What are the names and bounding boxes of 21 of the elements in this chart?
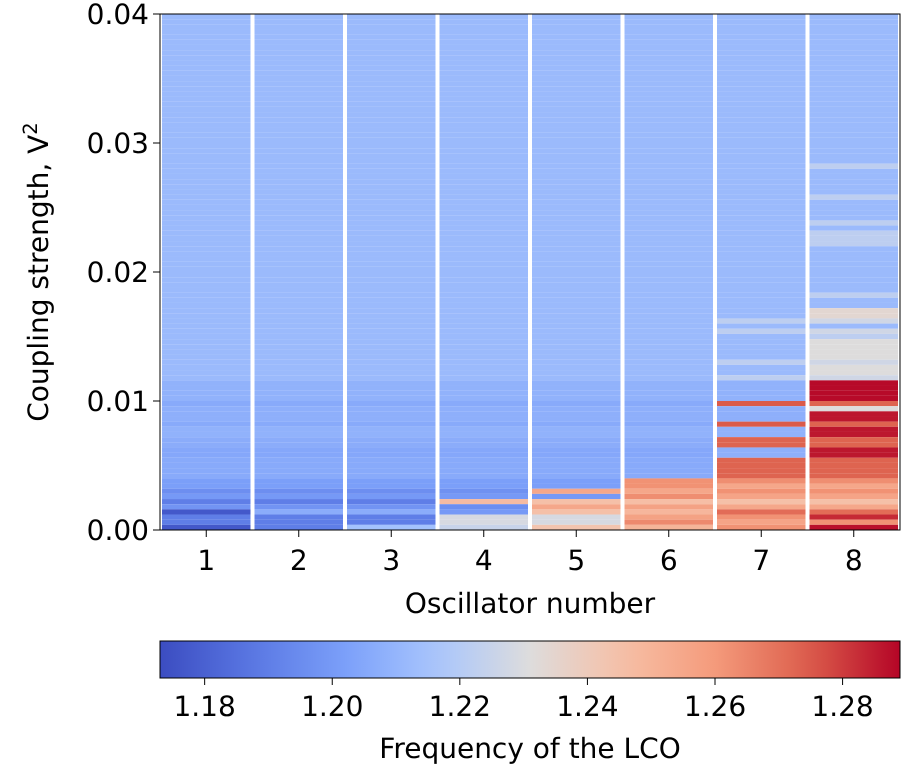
color-bar-label: 1.20 xyxy=(301,690,364,723)
x-tick-label: 2 xyxy=(290,544,308,577)
y-tick-label: 0.01 xyxy=(86,384,149,418)
x-tick-label: 8 xyxy=(844,544,863,577)
color-bar-label: 1.22 xyxy=(428,690,491,723)
x-tick-label: 5 xyxy=(567,544,586,577)
color-bar-label: 1.18 xyxy=(173,690,236,723)
x-tick-label: 4 xyxy=(474,544,493,577)
x-tick-label: 1 xyxy=(197,544,216,577)
x-tick-label: 7 xyxy=(752,544,770,577)
color-bar-label: 1.24 xyxy=(556,690,619,723)
y-tick-label: 0.04 xyxy=(86,0,149,31)
color-bar-title: Frequency of the LCO xyxy=(379,732,681,765)
x-tick-label: 3 xyxy=(382,544,400,577)
y-tick-label: 0.03 xyxy=(86,126,149,160)
color-bar-label: 1.26 xyxy=(684,690,746,723)
y-tick-label: 0.00 xyxy=(86,514,149,547)
color-bar-label: 1.28 xyxy=(811,690,874,723)
x-tick-label: 6 xyxy=(660,544,678,577)
y-tick-label: 0.02 xyxy=(86,256,149,289)
x-axis-title: Oscillator number xyxy=(404,587,656,620)
